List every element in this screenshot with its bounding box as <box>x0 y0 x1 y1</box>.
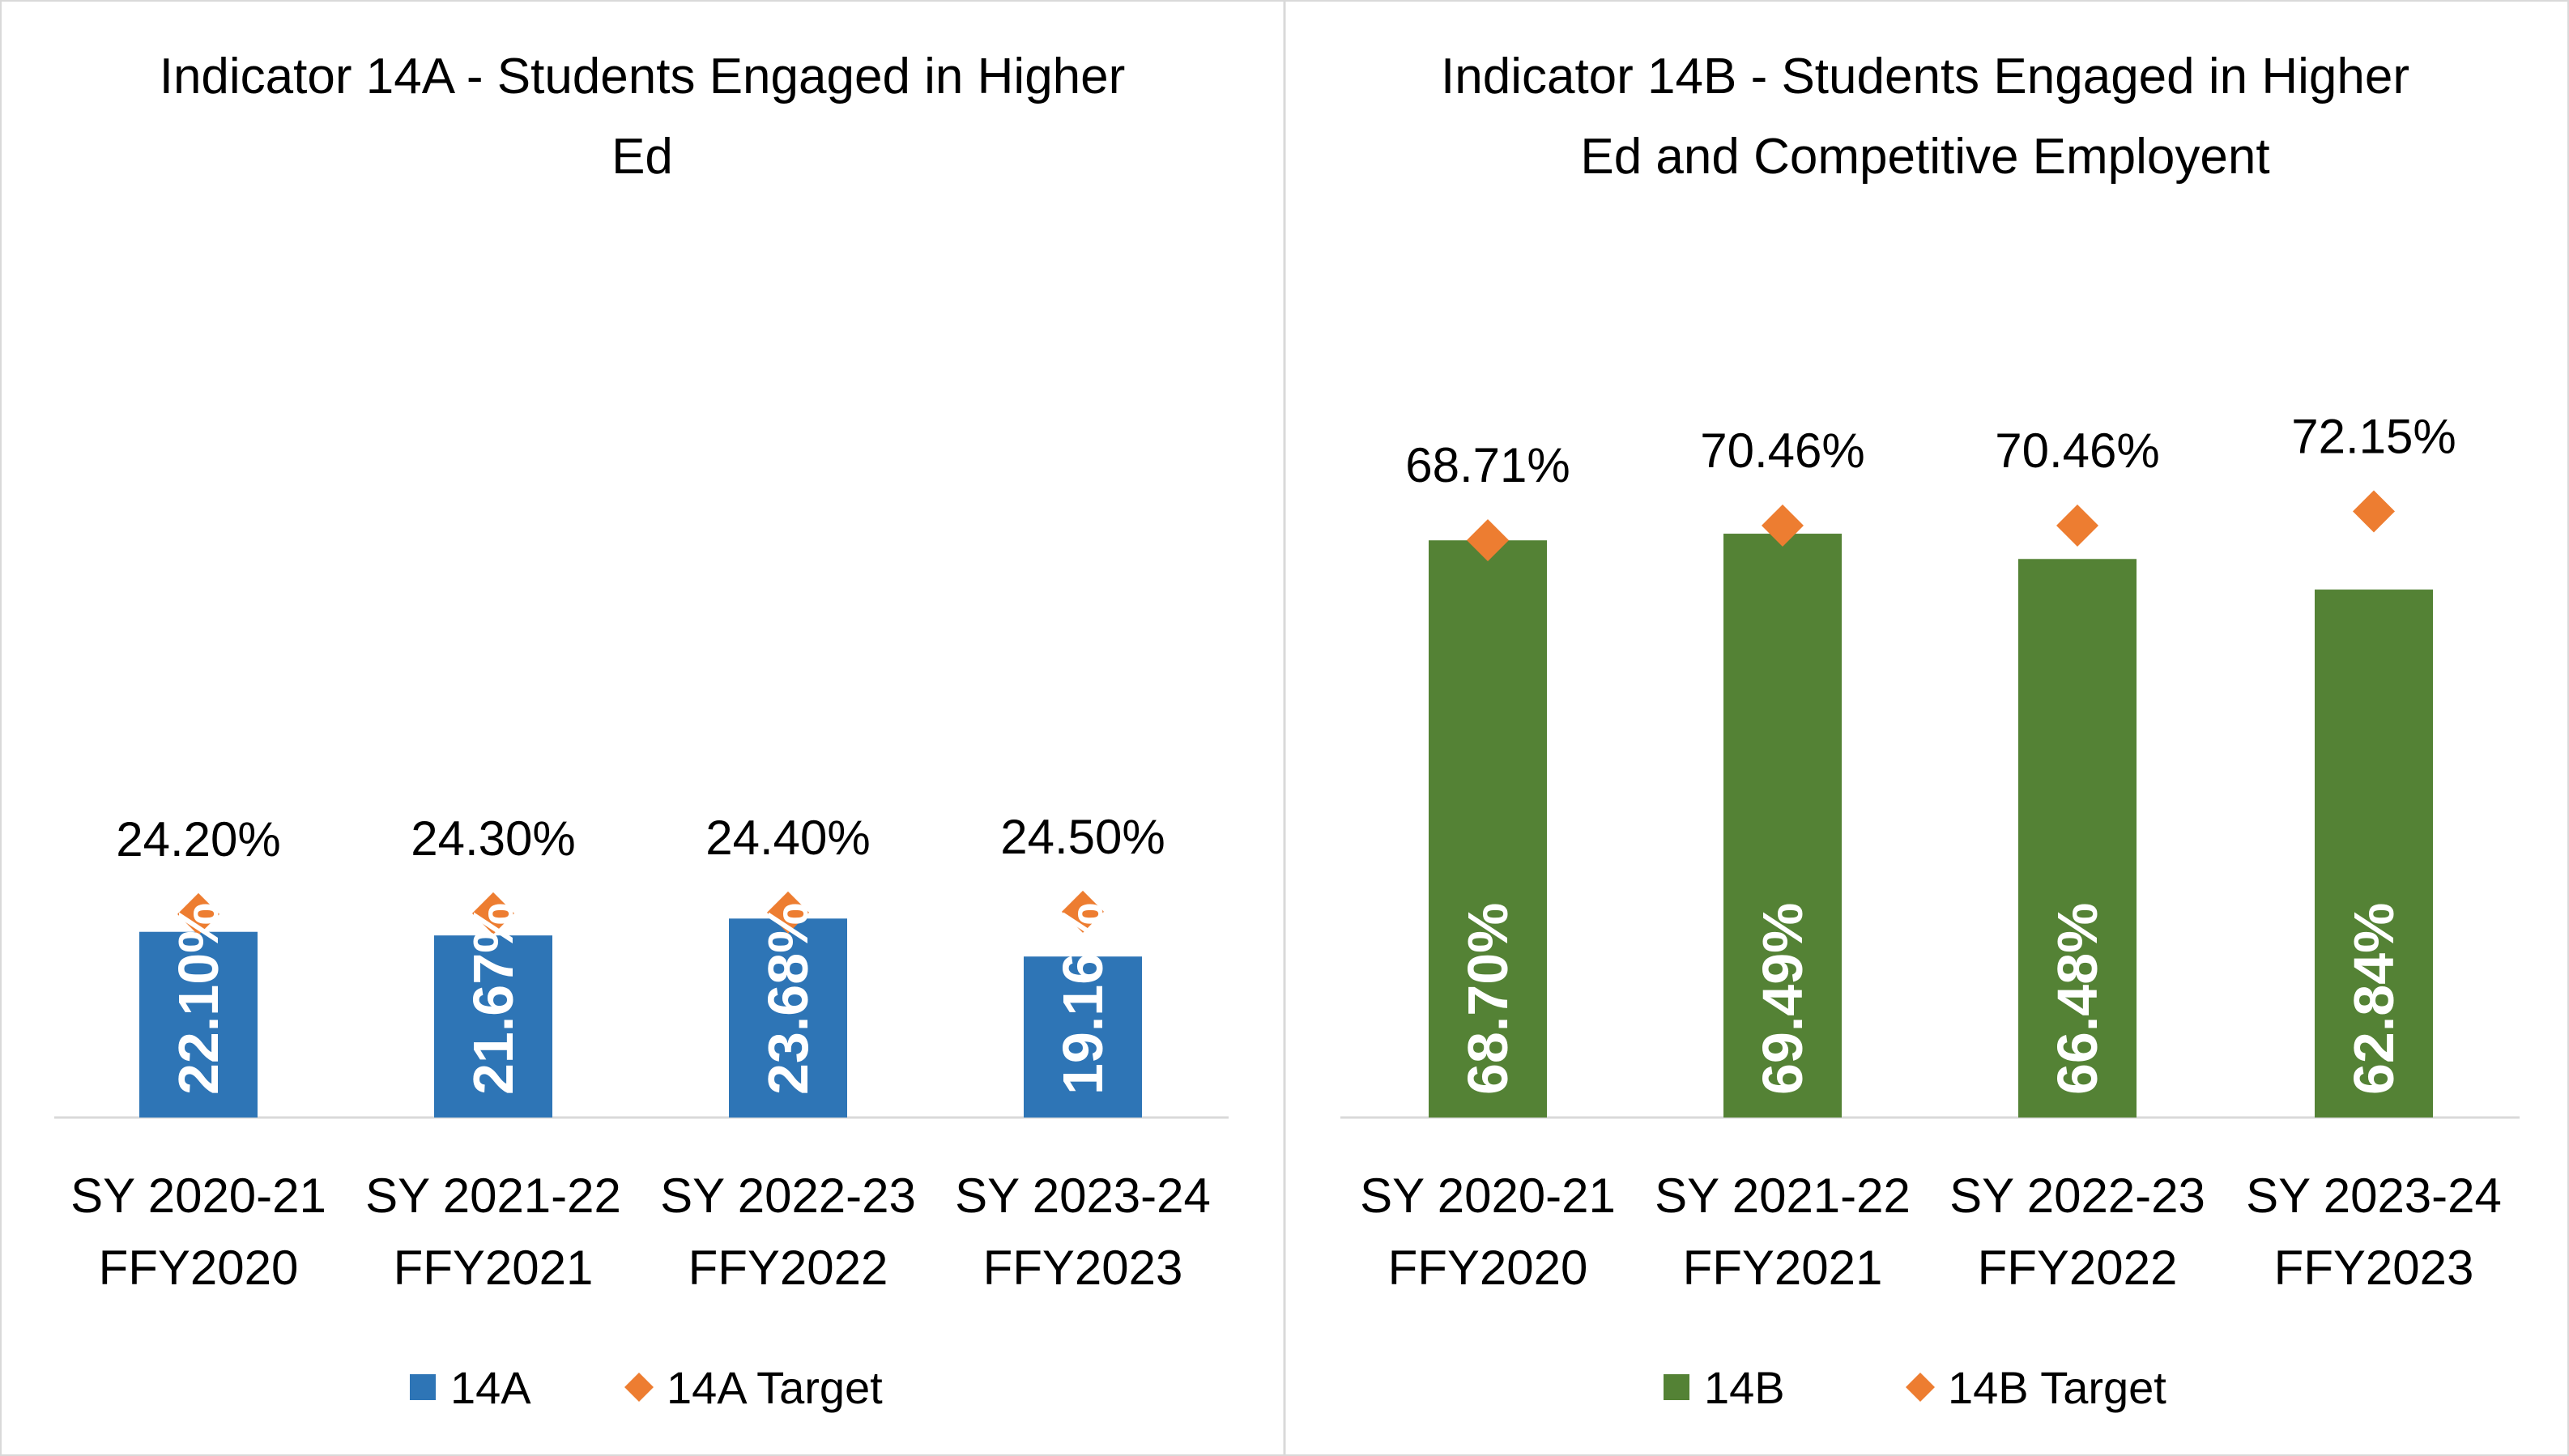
x-tick-label: FFY2021 <box>394 1241 594 1295</box>
legend-marker <box>1906 1373 1935 1402</box>
bar <box>1429 540 1547 1118</box>
bar-value-label: 22.10% <box>167 903 230 1095</box>
x-tick-label: SY 2022-23 <box>660 1169 916 1223</box>
target-marker <box>767 891 809 934</box>
bar <box>139 931 258 1118</box>
bar-value-label: 62.84% <box>2342 903 2405 1095</box>
target-marker <box>472 892 514 934</box>
bar <box>434 935 552 1118</box>
target-marker <box>2056 504 2098 547</box>
x-tick-label: FFY2023 <box>983 1241 1183 1295</box>
target-marker <box>1762 504 1804 547</box>
x-tick-label: SY 2023-24 <box>2246 1169 2502 1223</box>
target-label: 70.46% <box>1995 424 2160 478</box>
x-tick-label: FFY2023 <box>2274 1241 2474 1295</box>
x-tick-label: SY 2020-21 <box>1360 1169 1616 1223</box>
target-label: 24.20% <box>116 812 281 866</box>
bar-value-label: 68.70% <box>1456 903 1519 1095</box>
target-label: 72.15% <box>2291 409 2456 463</box>
legend-marker <box>624 1373 654 1402</box>
x-tick-label: SY 2021-22 <box>1655 1169 1911 1223</box>
target-marker <box>1062 890 1104 933</box>
target-label: 24.30% <box>411 811 576 866</box>
bar <box>1024 956 1142 1118</box>
bar-value-label: 69.49% <box>1751 903 1814 1095</box>
x-tick-label: FFY2020 <box>99 1241 299 1295</box>
bar <box>2315 590 2433 1118</box>
x-tick-label: FFY2022 <box>688 1241 888 1295</box>
x-tick-label: FFY2020 <box>1388 1241 1588 1295</box>
bar <box>729 918 847 1118</box>
x-tick-label: SY 2022-23 <box>1949 1169 2205 1223</box>
bar-value-label: 23.68% <box>756 903 820 1095</box>
x-tick-label: SY 2021-22 <box>365 1169 621 1223</box>
x-tick-label: SY 2020-21 <box>70 1169 326 1223</box>
target-label: 24.40% <box>705 811 871 865</box>
legend-label: 14A <box>450 1362 531 1413</box>
target-marker <box>2353 490 2395 533</box>
target-label: 24.50% <box>1000 810 1165 864</box>
bar-value-label: 21.67% <box>462 903 525 1095</box>
legend-marker <box>410 1374 436 1400</box>
legend-label: 14B <box>1704 1362 1785 1413</box>
legend-marker <box>1664 1374 1689 1400</box>
x-tick-label: FFY2021 <box>1683 1241 1883 1295</box>
chart-title: Indicator 14B - Students Engaged in High… <box>1441 49 2409 185</box>
legend-label: 14B Target <box>1948 1362 2166 1413</box>
bar <box>2018 559 2137 1118</box>
target-marker <box>1467 519 1509 562</box>
target-marker <box>177 892 219 935</box>
bar <box>1723 534 1842 1118</box>
bar-value-label: 66.48% <box>2046 903 2109 1095</box>
legend-label: 14A Target <box>667 1362 883 1413</box>
chart-title: Indicator 14A - Students Engaged in High… <box>159 49 1126 185</box>
target-label: 68.71% <box>1405 438 1570 492</box>
x-tick-label: FFY2022 <box>1978 1241 2178 1295</box>
target-label: 70.46% <box>1700 424 1865 478</box>
x-tick-label: SY 2023-24 <box>955 1169 1211 1223</box>
bar-value-label: 19.16% <box>1051 903 1114 1095</box>
